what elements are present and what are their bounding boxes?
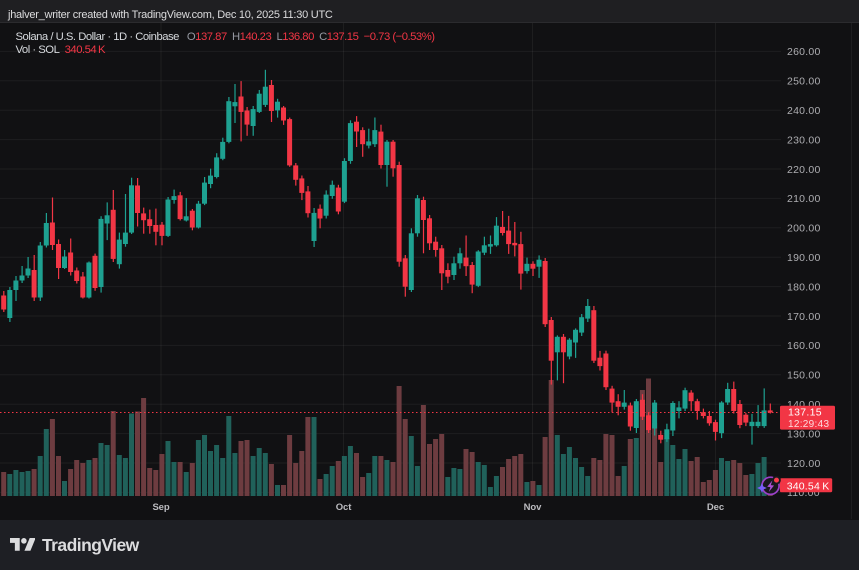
svg-text:210.00: 210.00 [787,193,821,205]
svg-text:150.00: 150.00 [787,370,821,382]
svg-text:Oct: Oct [336,502,352,513]
svg-text:250.00: 250.00 [787,76,821,88]
svg-text:160.00: 160.00 [787,340,821,352]
svg-text:Nov: Nov [524,502,542,513]
svg-text:12:29:43: 12:29:43 [788,419,829,430]
svg-text:120.00: 120.00 [787,458,821,470]
svg-text:180.00: 180.00 [787,281,821,293]
svg-text:170.00: 170.00 [787,311,821,323]
svg-text:Dec: Dec [707,502,724,513]
svg-text:130.00: 130.00 [787,428,821,440]
svg-text:137.15: 137.15 [788,407,822,419]
svg-text:340.54 K: 340.54 K [787,480,830,492]
svg-text:260.00: 260.00 [787,46,821,58]
svg-text:190.00: 190.00 [787,252,821,264]
svg-text:220.00: 220.00 [787,164,821,176]
svg-text:Sep: Sep [152,502,169,513]
svg-text:230.00: 230.00 [787,134,821,146]
svg-text:240.00: 240.00 [787,105,821,117]
svg-text:200.00: 200.00 [787,223,821,235]
